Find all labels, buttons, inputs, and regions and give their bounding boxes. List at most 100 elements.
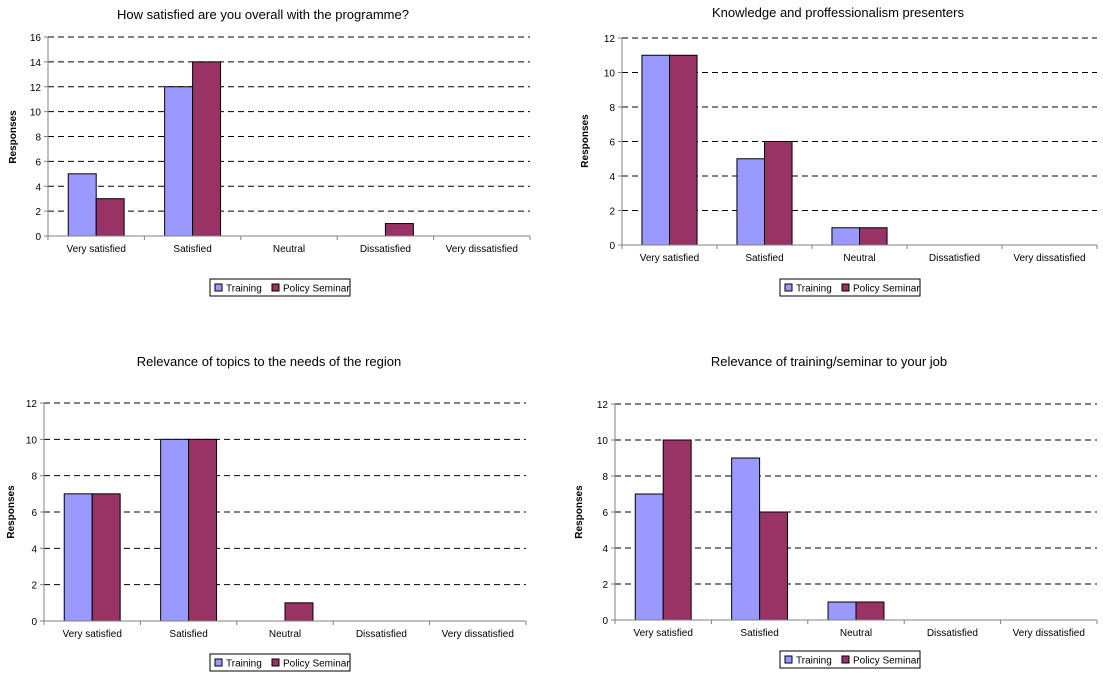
y-tick-label: 2 (35, 207, 41, 218)
y-tick-label: 4 (31, 544, 37, 555)
legend-label: Training (796, 656, 832, 667)
x-tick-label: Very dissatisfied (1013, 628, 1085, 639)
y-tick-label: 2 (602, 580, 608, 591)
x-tick-label: Very satisfied (640, 253, 699, 264)
bar-training (63, 493, 93, 622)
legend-swatch-training (784, 283, 793, 292)
y-tick-label: 0 (31, 617, 37, 628)
y-tick-label: 12 (26, 399, 38, 410)
bar-policy-seminar (95, 198, 125, 237)
y-tick-label: 2 (31, 581, 37, 592)
chart-1: How satisfied are you overall with the p… (8, 7, 531, 297)
y-tick-label: 4 (609, 172, 615, 183)
legend-swatch-policy-seminar (271, 283, 280, 292)
legend: Training Policy Seminar (209, 278, 351, 297)
x-tick-label: Neutral (273, 244, 305, 255)
x-tick-label: Dissatisfied (929, 253, 980, 264)
bar-training (641, 54, 671, 246)
bar-policy-seminar (764, 141, 793, 246)
y-tick-label: 10 (597, 436, 609, 447)
legend: Training Policy Seminar (779, 650, 921, 669)
x-tick-label: Satisfied (173, 244, 211, 255)
bar-training (831, 227, 861, 246)
legend-label: Policy Seminar (853, 284, 920, 295)
x-tick-label: Dissatisfied (356, 629, 407, 640)
x-tick-label: Very dissatisfied (446, 244, 518, 255)
legend-box (209, 278, 351, 297)
y-tick-label: 0 (602, 616, 608, 627)
bar-training (164, 86, 194, 237)
y-tick-label: 16 (30, 33, 42, 44)
y-tick-label: 8 (35, 133, 41, 144)
y-tick-label: 14 (30, 58, 42, 69)
y-tick-label: 10 (604, 69, 616, 80)
legend-label: Policy Seminar (853, 656, 920, 667)
chart-title: Knowledge and proffessionalism presenter… (712, 5, 964, 20)
x-tick-label: Very satisfied (62, 629, 121, 640)
bar-training (736, 158, 766, 246)
bar-policy-seminar (384, 223, 414, 237)
y-tick-label: 0 (609, 241, 615, 252)
y-tick-label: 12 (597, 400, 609, 411)
y-axis-label: Responses (6, 485, 17, 539)
legend-label: Training (226, 284, 262, 295)
chart-4: Relevance of training/seminar to your jo… (574, 354, 1098, 669)
y-tick-label: 10 (26, 435, 38, 446)
y-tick-label: 4 (35, 182, 41, 193)
legend-swatch-training (214, 658, 223, 667)
bar-policy-seminar (859, 227, 888, 246)
bar-policy-seminar (662, 439, 692, 621)
x-tick-label: Satisfied (745, 253, 783, 264)
bar-policy-seminar (669, 54, 698, 246)
legend-label: Training (226, 659, 262, 670)
bar-policy-seminar (855, 601, 885, 621)
y-tick-label: 0 (35, 232, 41, 243)
legend-label: Training (796, 284, 832, 295)
x-tick-label: Very satisfied (633, 628, 692, 639)
y-tick-label: 10 (30, 108, 42, 119)
legend-swatch-policy-seminar (841, 283, 850, 292)
x-tick-label: Very dissatisfied (442, 629, 514, 640)
bar-training (634, 493, 664, 621)
x-tick-label: Neutral (840, 628, 872, 639)
x-tick-label: Dissatisfied (927, 628, 978, 639)
legend: Training Policy Seminar (209, 653, 351, 672)
y-tick-label: 8 (31, 472, 37, 483)
x-tick-label: Satisfied (740, 628, 778, 639)
bar-policy-seminar (192, 61, 222, 237)
bar-policy-seminar (91, 493, 121, 622)
y-axis-label: Responses (8, 110, 19, 164)
bar-policy-seminar (284, 602, 314, 622)
y-tick-label: 8 (602, 472, 608, 483)
y-tick-label: 12 (30, 83, 42, 94)
bar-policy-seminar (188, 438, 218, 622)
y-axis-label: Responses (574, 485, 585, 539)
legend-swatch-policy-seminar (841, 655, 850, 664)
legend-swatch-training (214, 283, 223, 292)
x-tick-label: Dissatisfied (360, 244, 411, 255)
legend-box (209, 653, 351, 672)
legend-box (779, 650, 921, 669)
chart-title: How satisfied are you overall with the p… (117, 7, 409, 22)
y-tick-label: 2 (609, 207, 615, 218)
x-tick-label: Very dissatisfied (1013, 253, 1085, 264)
y-tick-label: 6 (31, 508, 37, 519)
chart-title: Relevance of training/seminar to your jo… (711, 354, 947, 369)
bar-training (731, 457, 761, 621)
chart-2: Knowledge and proffessionalism presenter… (580, 5, 1098, 297)
bar-training (827, 601, 857, 621)
y-tick-label: 4 (602, 544, 608, 555)
x-tick-label: Very satisfied (66, 244, 125, 255)
legend-label: Policy Seminar (283, 659, 350, 670)
y-tick-label: 6 (609, 138, 615, 149)
legend-swatch-policy-seminar (271, 658, 280, 667)
bar-training (160, 438, 190, 622)
y-axis-label: Responses (580, 114, 591, 168)
x-tick-label: Neutral (843, 253, 875, 264)
y-tick-label: 8 (609, 103, 615, 114)
legend-swatch-training (784, 655, 793, 664)
bar-training (67, 173, 97, 237)
legend: Training Policy Seminar (779, 278, 921, 297)
x-tick-label: Satisfied (169, 629, 207, 640)
